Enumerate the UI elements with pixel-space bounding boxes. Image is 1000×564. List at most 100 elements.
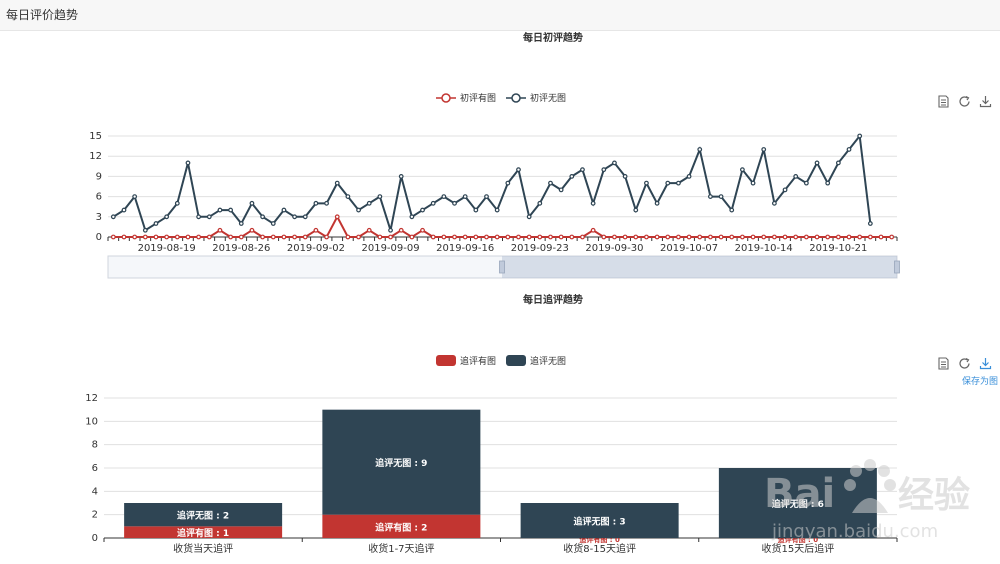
data-point <box>708 234 713 240</box>
data-point <box>174 234 180 240</box>
y-tick-label: 15 <box>89 131 102 142</box>
data-point <box>878 234 884 240</box>
data-point <box>484 234 489 240</box>
data-point <box>302 234 308 240</box>
data-point <box>238 221 244 226</box>
datazoom-selection <box>502 256 897 278</box>
data-point <box>356 207 361 213</box>
legend-symbol <box>441 93 451 103</box>
bar-segment <box>322 514 481 538</box>
data-point <box>782 187 788 193</box>
data-point <box>558 187 564 193</box>
x-tick-label: 2019-09-02 <box>287 243 345 254</box>
data-point <box>313 227 319 233</box>
x-tick-label: 2019-09-30 <box>585 243 643 254</box>
y-tick-label: 0 <box>92 533 98 544</box>
data-point <box>462 194 468 200</box>
data-point <box>132 234 138 240</box>
data-point <box>558 234 564 240</box>
data-point <box>345 194 351 200</box>
data-point <box>601 167 607 173</box>
y-tick-label: 12 <box>89 151 102 162</box>
data-point <box>420 207 425 213</box>
data-point <box>665 180 671 186</box>
line-chart-title: 每日初评趋势 <box>523 31 583 44</box>
data-point <box>110 214 116 220</box>
data-point <box>366 227 372 233</box>
data-point <box>142 234 148 240</box>
restore-icon[interactable] <box>958 95 971 108</box>
data-point <box>228 207 234 213</box>
data-point <box>814 234 820 240</box>
legend-label: 追评无图 <box>530 355 566 367</box>
data-point <box>750 234 756 240</box>
data-point <box>217 227 223 233</box>
page-header: 每日评价趋势 <box>0 0 1000 31</box>
data-point <box>761 234 767 240</box>
data-point <box>686 234 692 240</box>
data-point <box>644 180 649 186</box>
data-point <box>697 234 703 240</box>
data-point <box>590 227 596 233</box>
restore-icon[interactable] <box>958 357 971 370</box>
data-point <box>526 234 532 240</box>
data-point <box>644 234 649 240</box>
data-point <box>452 200 457 206</box>
bar-data-label: 追评有图 : 1 <box>177 527 229 539</box>
data-point <box>654 234 660 240</box>
bar-segment <box>322 409 481 515</box>
data-point <box>260 234 266 240</box>
bar-data-label: 追评有图 : 0 <box>579 535 620 544</box>
save-image-icon[interactable] <box>979 357 992 370</box>
datazoom-left-handle[interactable] <box>499 260 505 274</box>
legend-swatch <box>436 355 456 366</box>
legend-swatch <box>506 355 526 366</box>
data-point <box>185 234 191 240</box>
y-tick-label: 3 <box>96 212 102 223</box>
data-point <box>516 167 521 173</box>
bar-data-label: 追评无图 : 2 <box>177 510 229 522</box>
y-tick-label: 4 <box>92 486 98 497</box>
data-point <box>388 234 393 240</box>
data-point <box>409 234 415 240</box>
data-view-icon[interactable] <box>937 357 950 370</box>
bar-segment <box>124 526 283 538</box>
data-point <box>281 207 287 213</box>
data-point <box>420 227 425 233</box>
legend-label: 初评有图 <box>460 92 496 104</box>
data-point <box>771 200 777 206</box>
data-point <box>548 234 553 240</box>
data-point <box>249 227 255 233</box>
bar-data-label: 追评无图 : 3 <box>574 516 626 528</box>
data-view-icon[interactable] <box>937 95 950 108</box>
save-image-icon[interactable] <box>979 95 992 108</box>
legend-label: 追评有图 <box>460 355 496 367</box>
series-line <box>113 214 892 239</box>
x-tick-label: 2019-09-16 <box>436 243 494 254</box>
line-chart-toolbox <box>937 95 992 108</box>
data-point <box>270 221 276 226</box>
data-point <box>676 234 681 240</box>
x-tick-label: 2019-10-21 <box>809 243 867 254</box>
data-point <box>569 173 575 179</box>
watermark-logo: Bai 经验 jingyan.baidu.com <box>764 459 970 542</box>
page-title: 每日评价趋势 <box>6 8 79 22</box>
data-point <box>313 200 319 206</box>
datazoom-right-handle[interactable] <box>894 260 900 274</box>
data-point <box>739 167 745 173</box>
bar-data-label: 追评无图 : 6 <box>772 498 824 510</box>
bar-data-label: 追评无图 : 9 <box>375 457 427 469</box>
data-point <box>697 147 703 152</box>
data-point <box>398 173 404 179</box>
x-tick-label: 收货15天后追评 <box>762 542 835 555</box>
data-point <box>345 234 351 240</box>
data-point <box>388 227 393 233</box>
legend-label: 初评无图 <box>530 92 566 104</box>
y-tick-label: 0 <box>96 232 102 243</box>
svg-text:Bai: Bai <box>764 471 835 517</box>
data-point <box>121 207 127 213</box>
x-tick-label: 2019-08-26 <box>212 243 270 254</box>
data-point <box>484 194 489 200</box>
x-tick-label: 2019-09-23 <box>511 243 569 254</box>
data-point <box>718 194 724 200</box>
